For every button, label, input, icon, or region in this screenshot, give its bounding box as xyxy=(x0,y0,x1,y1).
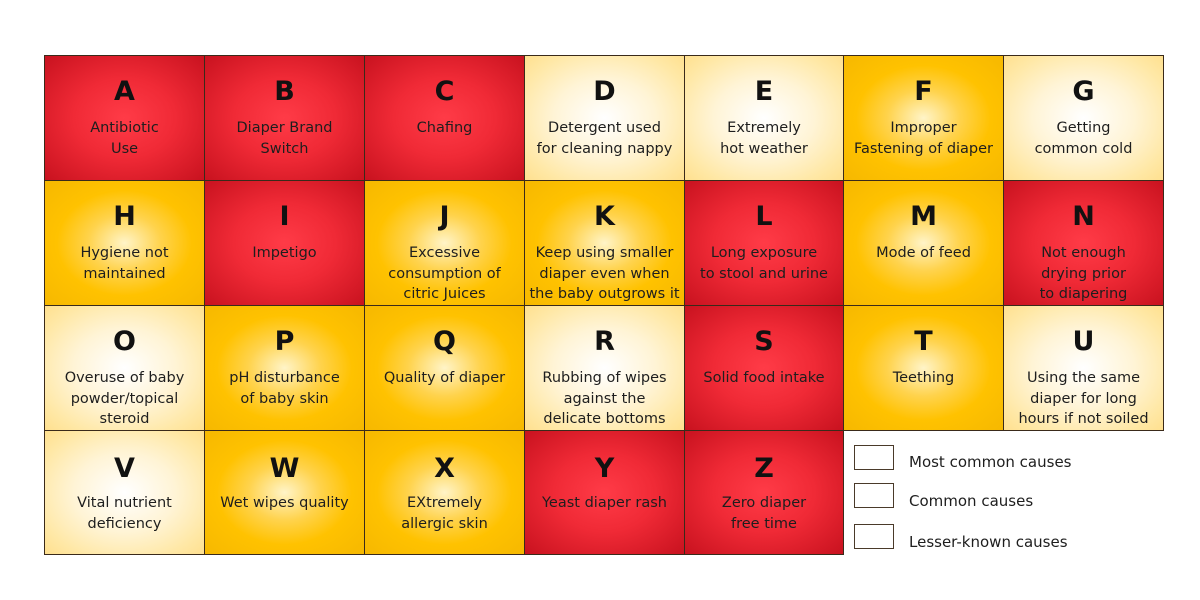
cell-letter: O xyxy=(113,326,136,357)
cell-letter: X xyxy=(434,453,455,484)
legend-swatch-common xyxy=(854,483,894,508)
cause-cell-h: H Hygiene not maintained xyxy=(44,180,205,306)
cell-description: Extremely hot weather xyxy=(720,120,808,157)
cause-cell-k: K Keep using smaller diaper even when the… xyxy=(524,180,685,306)
cell-letter: J xyxy=(439,201,450,232)
cell-letter: F xyxy=(914,76,933,107)
cause-cell-b: B Diaper Brand Switch xyxy=(204,55,365,181)
cause-cell-u: U Using the same diaper for long hours if… xyxy=(1003,305,1164,431)
cell-description: Solid food intake xyxy=(703,370,825,386)
cell-letter: I xyxy=(279,201,290,232)
cell-description: pH disturbance of baby skin xyxy=(229,370,340,407)
cell-letter: S xyxy=(754,326,774,357)
cell-description: Detergent used for cleaning nappy xyxy=(536,120,673,157)
cause-cell-e: E Extremely hot weather xyxy=(684,55,844,181)
cell-description: Overuse of baby powder/topical steroid xyxy=(64,370,185,427)
cell-description: Getting common cold xyxy=(1034,120,1133,157)
cause-cell-c: C Chafing xyxy=(364,55,525,181)
cause-cell-i: I Impetigo xyxy=(204,180,365,306)
cell-letter: Z xyxy=(754,453,774,484)
cell-letter: U xyxy=(1072,326,1095,357)
cell-description: Using the same diaper for long hours if … xyxy=(1018,370,1149,427)
cause-cell-l: L Long exposure to stool and urine xyxy=(684,180,844,306)
cell-letter: A xyxy=(114,76,135,107)
cause-cell-y: Y Yeast diaper rash xyxy=(524,430,685,555)
cell-letter: C xyxy=(434,76,455,107)
cell-letter: R xyxy=(594,326,615,357)
cause-cell-n: N Not enough drying prior to diapering xyxy=(1003,180,1164,306)
cause-cell-o: O Overuse of baby powder/topical steroid xyxy=(44,305,205,431)
cell-letter: Y xyxy=(594,453,615,484)
cell-description: Yeast diaper rash xyxy=(542,495,667,511)
cell-letter: Q xyxy=(433,326,456,357)
cell-letter: H xyxy=(113,201,136,232)
legend-swatch-most xyxy=(854,445,894,470)
cell-description: Impetigo xyxy=(252,245,317,261)
cause-cell-z: Z Zero diaper free time xyxy=(684,430,844,555)
cell-description: Wet wipes quality xyxy=(220,495,349,511)
legend-label-common: Common causes xyxy=(909,492,1034,510)
cell-description: Zero diaper free time xyxy=(721,495,807,532)
cell-letter: M xyxy=(910,201,937,232)
cell-description: Excessive consumption of citric Juices xyxy=(388,245,501,302)
cell-description: Long exposure to stool and urine xyxy=(700,245,828,282)
legend-swatch-lesser xyxy=(854,524,894,549)
cause-cell-j: J Excessive consumption of citric Juices xyxy=(364,180,525,306)
cause-cell-v: V Vital nutrient deficiency xyxy=(44,430,205,555)
cause-cell-m: M Mode of feed xyxy=(843,180,1004,306)
legend-label-most: Most common causes xyxy=(909,453,1072,471)
cause-cell-s: S Solid food intake xyxy=(684,305,844,431)
cause-cell-q: Q Quality of diaper xyxy=(364,305,525,431)
cause-cell-w: W Wet wipes quality xyxy=(204,430,365,555)
cell-letter: E xyxy=(754,76,774,107)
cell-description: Keep using smaller diaper even when the … xyxy=(529,245,680,302)
cell-letter: P xyxy=(274,326,295,357)
cell-description: Quality of diaper xyxy=(383,370,506,386)
cell-description: Chafing xyxy=(416,120,473,136)
cell-letter: T xyxy=(914,326,933,357)
cause-cell-t: T Teething xyxy=(843,305,1004,431)
cause-cell-a: A Antibiotic Use xyxy=(44,55,205,181)
cell-letter: V xyxy=(114,453,135,484)
cell-description: EXtremely allergic skin xyxy=(401,495,488,532)
cell-description: Diaper Brand Switch xyxy=(236,120,333,157)
legend-label-lesser: Lesser-known causes xyxy=(909,533,1068,551)
cell-letter: W xyxy=(269,453,300,484)
cell-description: Vital nutrient deficiency xyxy=(77,495,172,532)
cause-cell-r: R Rubbing of wipes against the delicate b… xyxy=(524,305,685,431)
cell-letter: D xyxy=(593,76,616,107)
cell-letter: G xyxy=(1072,76,1095,107)
cause-cell-f: F Improper Fastening of diaper xyxy=(843,55,1004,181)
cell-description: Improper Fastening of diaper xyxy=(853,120,994,157)
cause-cell-x: X EXtremely allergic skin xyxy=(364,430,525,555)
cell-description: Hygiene not maintained xyxy=(80,245,169,282)
cell-letter: K xyxy=(594,201,615,232)
cell-letter: L xyxy=(755,201,773,232)
cell-description: Mode of feed xyxy=(876,245,971,261)
cell-letter: B xyxy=(274,76,295,107)
cell-description: Teething xyxy=(892,370,955,386)
cell-description: Not enough drying prior to diapering xyxy=(1039,245,1128,302)
cause-cell-g: G Getting common cold xyxy=(1003,55,1164,181)
cause-cell-d: D Detergent used for cleaning nappy xyxy=(524,55,685,181)
cell-description: Antibiotic Use xyxy=(90,120,159,157)
cell-letter: N xyxy=(1072,201,1095,232)
cell-description: Rubbing of wipes against the delicate bo… xyxy=(542,370,667,427)
